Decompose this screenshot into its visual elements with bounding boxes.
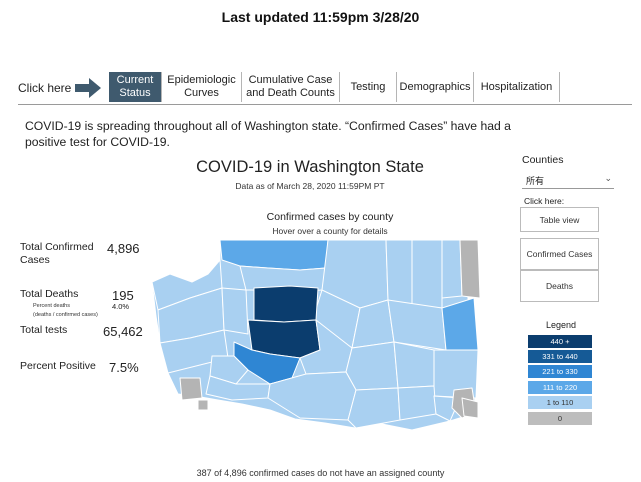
chevron-down-icon: ⌄ (604, 173, 612, 183)
last-updated-heading: Last updated 11:59pm 3/28/20 (221, 9, 420, 25)
confirmed-cases-button[interactable]: Confirmed Cases (520, 238, 599, 270)
tab-testing[interactable]: Testing (340, 72, 397, 102)
county-ferry (385, 239, 413, 307)
data-as-of: Data as of March 28, 2020 11:59PM PT (235, 181, 385, 191)
percent-positive-value: 7.5% (109, 360, 139, 375)
county-whitman (433, 349, 479, 399)
total-tests-label: Total tests (20, 324, 68, 336)
arrow-right-icon (75, 78, 101, 98)
county-asotin-zero (461, 397, 479, 419)
legend-item: 331 to 440 (528, 350, 592, 363)
unassigned-cases-note: 387 of 4,896 confirmed cases do not have… (196, 468, 445, 478)
percent-deaths-label: Percent deaths (33, 303, 70, 309)
county-stevens (411, 239, 443, 309)
tab-epidemiologic-curves[interactable]: Epidemiologic Curves (162, 72, 242, 102)
washington-county-map[interactable] (150, 238, 485, 438)
county-pend-oreille (441, 239, 463, 299)
county-franklin (397, 385, 437, 421)
tab-cumulative-counts[interactable]: Cumulative Case and Death Counts (242, 72, 340, 102)
intro-text: COVID-19 is spreading throughout all of … (25, 119, 511, 149)
county-adams (393, 341, 435, 389)
total-confirmed-value: 4,896 (107, 241, 140, 256)
county-pacific-zero (179, 377, 203, 401)
percent-deaths-sub: (deaths / confirmed cases) (33, 312, 98, 318)
legend-item: 111 to 220 (528, 381, 592, 394)
tab-demographics[interactable]: Demographics (397, 72, 474, 102)
total-deaths-value: 195 (112, 288, 134, 303)
county-spokane (441, 297, 479, 351)
legend-item: 0 (528, 412, 592, 425)
counties-label: Counties (522, 154, 564, 166)
tab-bar-divider (18, 104, 632, 105)
county-wahkiakum-zero (197, 399, 209, 411)
legend-title: Legend (545, 320, 577, 330)
total-deaths-label: Total Deaths (20, 288, 79, 300)
county-benton (347, 387, 401, 429)
county-grant (345, 341, 399, 391)
total-confirmed-label: Total Confirmed Cases (20, 241, 94, 266)
table-view-button[interactable]: Table view (520, 207, 599, 232)
tab-hospitalization[interactable]: Hospitalization (474, 72, 560, 102)
total-tests-value: 65,462 (103, 324, 143, 339)
county-thurston (209, 355, 249, 385)
counties-dropdown[interactable]: 所有 ⌄ (522, 172, 614, 189)
click-here-sidebar-label: Click here: (524, 196, 565, 206)
map-hint: Hover over a county for details (272, 226, 388, 236)
legend-item: 440 + (528, 335, 592, 348)
county-northeast-zero (459, 239, 481, 299)
county-mason (221, 287, 249, 335)
counties-selected-value: 所有 (526, 176, 545, 186)
legend-item: 1 to 110 (528, 396, 592, 409)
percent-deaths-value: 4.0% (112, 302, 130, 311)
tab-current-status[interactable]: Current Status (109, 72, 162, 102)
legend-item: 221 to 330 (528, 365, 592, 378)
dashboard-title: COVID-19 in Washington State (196, 158, 424, 176)
county-snohomish (253, 285, 319, 323)
percent-positive-label: Percent Positive (20, 360, 96, 372)
map-title: Confirmed cases by county (266, 211, 394, 223)
click-here-label: Click here (18, 81, 72, 95)
deaths-button[interactable]: Deaths (520, 270, 599, 302)
